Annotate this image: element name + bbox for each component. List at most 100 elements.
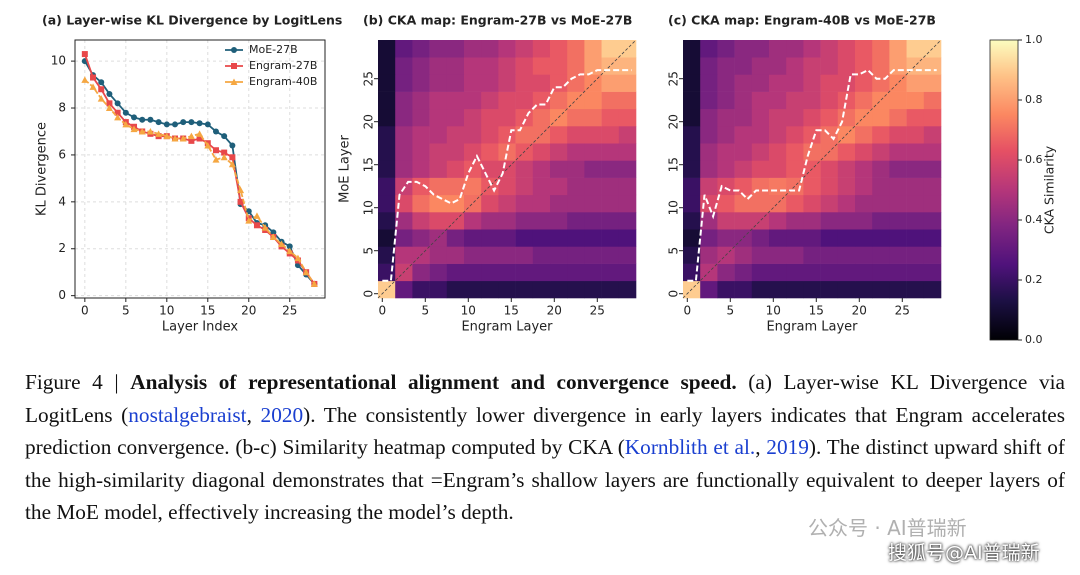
heatmap-cell [855,160,873,178]
citation-link[interactable]: 2020 [260,402,304,427]
heatmap-cell [601,263,620,282]
heatmap-cell [889,143,907,161]
y-tick-label: 5 [667,247,681,255]
heatmap-cell [769,212,787,230]
heatmap-cell [515,160,534,178]
x-tick-label: 20 [852,304,867,318]
heatmap-cell [429,194,448,213]
watermark: 搜狐号@AI普瑞新 [888,542,1040,564]
heatmap-cell [395,40,413,58]
heatmap-cell [446,108,465,127]
heatmap-cell [515,229,534,247]
marker [228,160,236,168]
heatmap-cell [498,229,516,247]
heatmap-cell [923,74,942,92]
heatmap-cell [464,246,482,264]
heatmap-cell [820,177,839,196]
heatmap-cell [734,57,753,75]
heatmap-cell [889,160,907,178]
heatmap-cell [923,91,942,110]
heatmap-cell [906,74,925,92]
heatmap-cell [803,194,821,213]
legend-marker [230,78,238,85]
caption: Figure 4 | Analysis of representational … [25,366,1065,529]
legend-label: MoE-27B [249,43,298,56]
heatmap-cell [412,280,430,299]
heatmap-cell [717,126,735,144]
heatmap-cell [717,212,735,230]
heatmap-cell [872,40,890,58]
heatmap-cell [734,40,753,58]
heatmap-cell [803,40,821,58]
diagonal [682,39,942,299]
heatmap-cell [446,194,465,213]
heatmap-cell [683,177,701,196]
marker [81,76,89,83]
heatmap-cell [700,160,718,178]
heatmap-cell [567,263,585,282]
heatmap-cell [803,263,821,282]
heatmap-cell [751,263,770,282]
heatmap-cell [429,177,448,196]
marker [245,217,253,224]
heatmap-cell [820,74,839,92]
x-tick-label: 10 [461,304,476,318]
marker [97,95,105,102]
heatmap-cell [532,57,551,75]
heatmap-cell [395,126,413,144]
heatmap-cell [446,74,465,92]
citation-link[interactable]: nostalgebraist [128,402,247,427]
heatmap-cell [923,212,942,230]
heatmap-cell [584,263,602,282]
heatmap-cell [601,212,620,230]
heatmap-cell [889,91,907,110]
heatmap-cell [906,143,925,161]
heatmap-cell [837,57,856,75]
heatmap-cell [786,246,804,264]
heatmap-cell [923,229,942,247]
heatmap-cell [378,108,396,127]
heatmap-cell [803,74,821,92]
heatmap-cell [412,108,430,127]
heatmap-cell [412,91,430,110]
y-tick-label: 15 [667,157,681,172]
heatmap-cell [734,143,753,161]
y-tick-label: 2 [58,241,66,255]
heatmap-cell [584,177,602,196]
colorbar-tick-label: 0.8 [1025,93,1043,106]
heatmap-cell [872,280,890,299]
heatmap-cell [584,280,602,299]
heatmap-cell [618,194,637,213]
heatmap-cell [481,91,499,110]
heatmap-cell [498,177,516,196]
heatmap-cell [446,229,465,247]
colorbar-tick-label: 1.0 [1025,33,1043,46]
heatmap-cell [412,143,430,161]
heatmap-cell [872,246,890,264]
marker [221,149,228,156]
heatmap-cell [601,229,620,247]
heatmap-cell [446,143,465,161]
heatmap-cell [515,108,534,127]
heatmap-cell [601,91,620,110]
marker [131,114,138,121]
heatmap-cell [906,263,925,282]
heatmap-cell [481,263,499,282]
heatmap-cell [906,160,925,178]
heatmap-cell [567,246,585,264]
x-axis-label: Engram Layer [766,320,858,335]
heatmap-cell [446,160,465,178]
heatmap-cell [464,280,482,299]
heatmap-cell [700,108,718,127]
watermark: 公众号 · AI普瑞新 [808,516,967,540]
heatmap-cell [717,280,735,299]
citation-link[interactable]: Kornblith et al. [624,435,756,459]
max-similarity-line [382,69,632,282]
heatmap-cell [872,229,890,247]
citation-link[interactable]: 2019 [766,435,809,459]
marker [229,142,236,149]
x-axis-label: Layer Index [162,320,238,335]
heatmap-cell [378,74,396,92]
heatmap-cell [550,177,568,196]
